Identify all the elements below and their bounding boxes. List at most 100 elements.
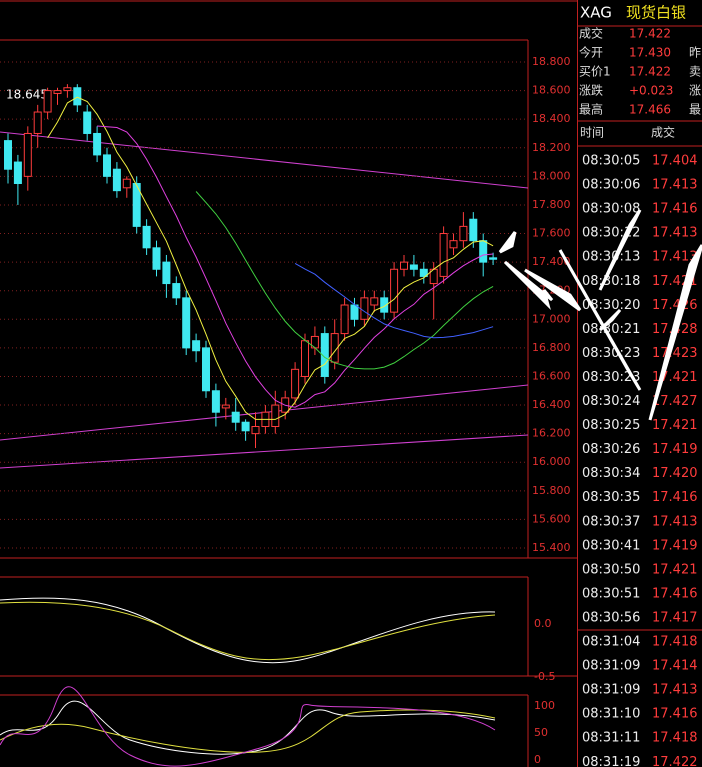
trade-time: 08:30:25 — [582, 418, 640, 433]
trade-time: 08:30:41 — [582, 538, 640, 553]
trade-time: 08:30:13 — [582, 250, 640, 265]
trade-price: 17.413 — [652, 250, 698, 265]
kdj-tick: 0 — [534, 753, 541, 766]
trend-line — [0, 131, 529, 189]
trade-price: 17.414 — [652, 659, 698, 674]
macd-dea — [0, 601, 496, 661]
trade-time: 08:31:04 — [582, 635, 640, 650]
trade-time: 08:30:06 — [582, 178, 640, 193]
macd-tick: -0.5 — [534, 670, 555, 683]
candle-body — [132, 183, 141, 227]
quote-label: 涨跌 — [579, 83, 603, 98]
y-tick-label: 18.400 — [532, 112, 571, 125]
overlay-arrow — [524, 268, 582, 312]
quote-extra: 涨 — [689, 83, 701, 98]
quote-value: 17.466 — [629, 103, 671, 117]
kdj-j — [0, 686, 496, 767]
candle-body — [459, 225, 468, 242]
trade-price: 17.422 — [652, 755, 698, 767]
candle-body — [122, 178, 131, 189]
candle-body — [469, 218, 478, 242]
candle-body — [340, 304, 349, 335]
trade-time: 08:30:56 — [582, 610, 640, 625]
trade-price: 17.421 — [652, 418, 698, 433]
trade-time: 08:30:05 — [582, 154, 640, 169]
y-tick-label: 16.000 — [532, 455, 571, 468]
y-tick-label: 18.000 — [532, 169, 571, 182]
y-tick-label: 18.600 — [532, 84, 571, 97]
overlay-arrow — [648, 244, 702, 421]
trade-price: 17.413 — [652, 178, 698, 193]
quote-extra: 卖 — [689, 65, 701, 79]
candle-body — [142, 225, 151, 249]
trades-header: 时间 — [580, 126, 604, 140]
indicators — [0, 131, 529, 767]
trade-time: 08:30:21 — [582, 322, 640, 337]
candle-body — [301, 340, 309, 377]
kdj-d — [0, 709, 496, 753]
candle-body — [380, 297, 389, 313]
quote-extra: 最 — [689, 103, 701, 117]
candle-body — [53, 90, 62, 94]
candle-body — [390, 268, 399, 313]
quote-value: 17.430 — [629, 46, 671, 60]
kdj-k — [0, 700, 496, 755]
candle-body — [4, 140, 12, 170]
kdj-tick: 50 — [534, 726, 548, 739]
candle-body — [83, 111, 92, 134]
y-tick-label: 17.400 — [532, 255, 571, 268]
overlay-arrow — [598, 209, 642, 291]
trade-time: 08:30:24 — [582, 394, 640, 409]
trade-price: 17.427 — [652, 394, 698, 409]
trade-price: 17.417 — [652, 610, 698, 625]
candle-body — [202, 347, 210, 392]
quote-value: +0.023 — [629, 84, 673, 98]
trade-price: 17.418 — [652, 635, 698, 650]
candle-body — [400, 261, 408, 270]
trade-price: 17.413 — [652, 683, 698, 698]
overlay-arrow — [598, 308, 622, 332]
trade-time: 08:30:20 — [582, 298, 640, 313]
candle-body — [33, 111, 42, 134]
trade-price: 17.419 — [652, 442, 698, 457]
y-tick-label: 16.600 — [532, 369, 571, 382]
candle-body — [291, 368, 300, 399]
trade-time: 08:30:26 — [582, 442, 640, 457]
y-tick-label: 15.800 — [532, 484, 571, 497]
moving-average — [294, 262, 494, 339]
candle-body — [241, 421, 250, 432]
candle-body — [360, 297, 369, 320]
candle-body — [271, 404, 280, 428]
trade-time: 08:30:34 — [582, 466, 640, 481]
trade-time: 08:30:51 — [582, 586, 640, 601]
trade-price: 17.404 — [652, 154, 698, 169]
quote-label: 成交 — [579, 26, 603, 41]
candle-body — [112, 168, 121, 192]
symbol: XAG — [580, 4, 612, 22]
trade-time: 08:30:37 — [582, 514, 640, 529]
y-tick-label: 15.600 — [532, 512, 571, 525]
trade-time: 08:31:10 — [582, 707, 640, 722]
trade-price: 17.423 — [652, 346, 698, 361]
trade-time: 08:31:09 — [582, 659, 640, 674]
overlay-arrow — [503, 260, 554, 311]
candle-body — [172, 283, 181, 299]
candle-body — [211, 390, 220, 413]
trade-price: 17.413 — [652, 226, 698, 241]
trade-time: 08:31:11 — [582, 731, 640, 746]
trade-time: 08:30:35 — [582, 490, 640, 505]
candle-body — [23, 132, 32, 177]
candle-body — [152, 247, 161, 270]
candle-body — [419, 268, 428, 277]
candle-body — [370, 297, 379, 306]
y-tick-label: 17.000 — [532, 312, 571, 325]
high-annotation: 18.645 — [6, 88, 48, 102]
trade-time: 08:30:50 — [582, 562, 640, 577]
moving-average — [195, 191, 494, 370]
moving-average — [97, 125, 494, 408]
y-tick-label: 18.800 — [532, 55, 571, 68]
trade-time: 08:31:19 — [582, 755, 640, 767]
y-tick-label: 15.400 — [532, 541, 571, 554]
moving-average — [47, 96, 494, 420]
